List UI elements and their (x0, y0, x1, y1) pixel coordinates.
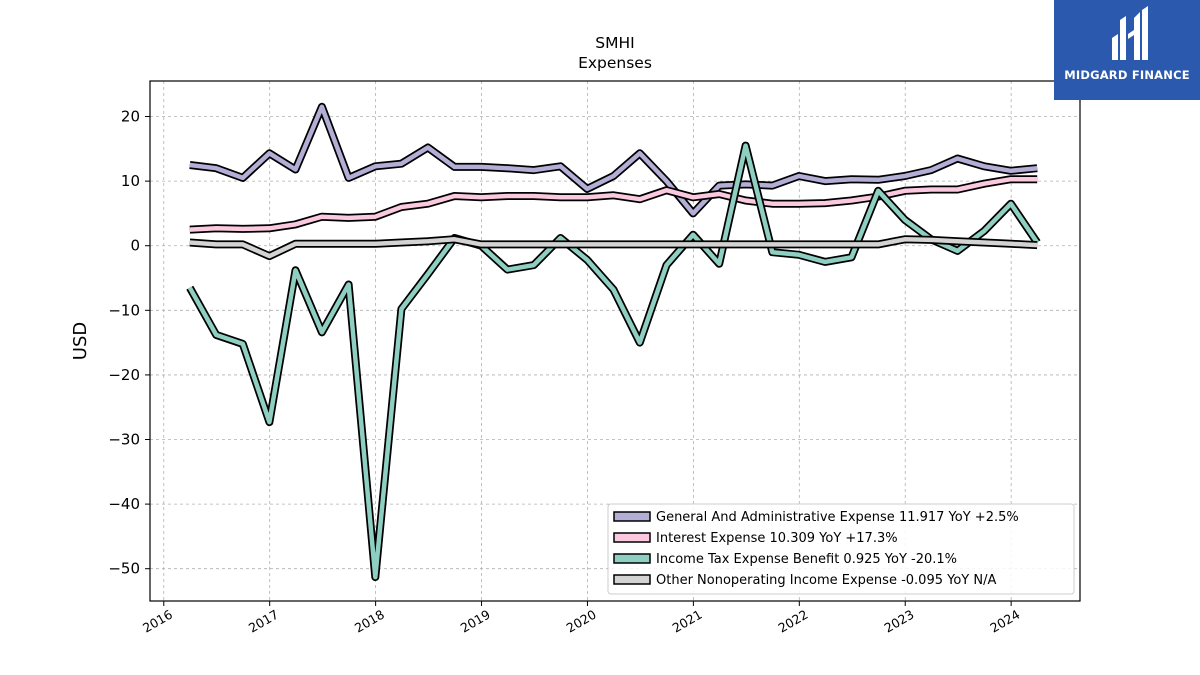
legend-entry: Other Nonoperating Income Expense -0.095… (656, 573, 996, 588)
series-1 (189, 175, 1038, 234)
x-tick-label: 2017 (246, 607, 281, 636)
x-tick-label: 2016 (140, 607, 175, 636)
x-tick-label: 2023 (881, 607, 916, 636)
x-tick-label: 2019 (458, 607, 493, 636)
legend-swatch (613, 574, 651, 585)
series-0 (189, 102, 1038, 218)
y-tick-label: 10 (121, 172, 140, 190)
legend-swatch (613, 532, 651, 543)
x-tick-label: 2018 (352, 607, 387, 636)
series-line (189, 237, 1038, 259)
brand-name: MIDGARD FINANCE (1064, 68, 1190, 82)
y-tick-label: 0 (130, 237, 140, 255)
legend: General And Administrative Expense 11.91… (607, 503, 1075, 595)
series-layer (186, 102, 1041, 582)
brand-logo: MIDGARD FINANCE (1054, 0, 1200, 100)
x-tick-label: 2021 (670, 607, 705, 636)
legend-entry: Interest Expense 10.309 YoY +17.3% (656, 531, 898, 546)
y-tick-label: 20 (121, 108, 140, 126)
legend-entry: Income Tax Expense Benefit 0.925 YoY -20… (656, 552, 957, 567)
chart-title: SMHI (595, 34, 634, 52)
y-tick-label: −10 (108, 301, 140, 319)
series-line (189, 104, 1038, 216)
legend-swatch (613, 511, 651, 522)
y-tick-label: −40 (108, 495, 140, 513)
legend-box (607, 503, 1075, 595)
x-tick-label: 2022 (776, 607, 811, 636)
legend-swatch (613, 553, 651, 564)
y-tick-label: −30 (108, 431, 140, 449)
x-tick-label: 2020 (564, 607, 599, 636)
series-2 (186, 141, 1041, 582)
y-axis-label: USD (70, 322, 91, 360)
plot-frame (149, 80, 1081, 602)
series-line (187, 143, 1040, 580)
y-tick-label: −50 (108, 560, 140, 578)
series-line (189, 176, 1038, 232)
legend-entry: General And Administrative Expense 11.91… (656, 510, 1019, 525)
logo-mark-icon (1112, 6, 1148, 60)
x-tick-label: 2024 (987, 607, 1022, 636)
series-3 (189, 235, 1038, 261)
y-tick-label: −20 (108, 366, 140, 384)
chart-subtitle: Expenses (578, 54, 652, 72)
